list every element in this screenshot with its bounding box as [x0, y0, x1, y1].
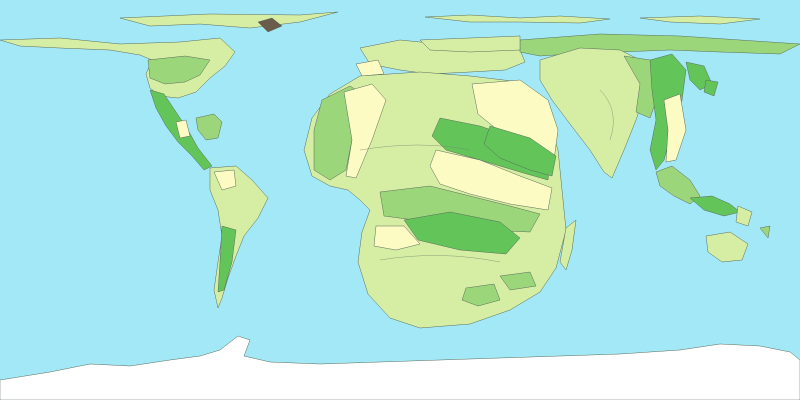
- east-asia: [649, 53, 719, 171]
- south-america: [209, 165, 269, 309]
- central-america: [149, 89, 223, 171]
- southeast-asia: [655, 165, 753, 227]
- north-america: [0, 37, 236, 99]
- arctic-islands: [119, 11, 761, 33]
- middle-east: [471, 79, 559, 177]
- antarctica: [0, 335, 800, 400]
- country-borders: [359, 89, 614, 263]
- oceania: [705, 225, 771, 263]
